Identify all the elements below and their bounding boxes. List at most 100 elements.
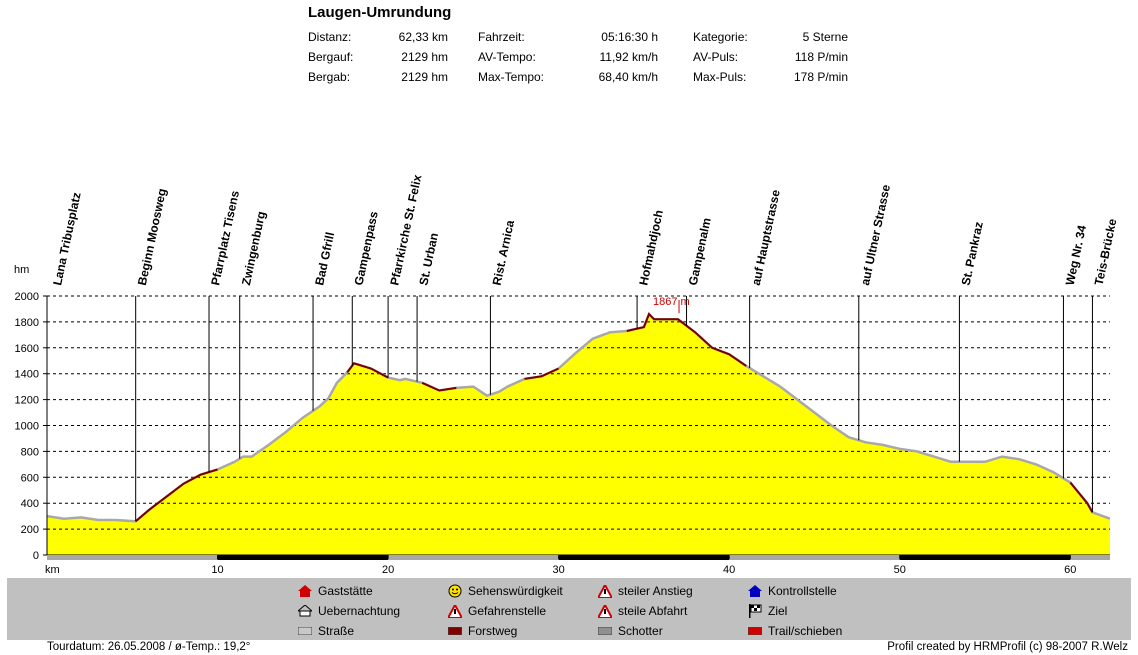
gravel-swatch-icon xyxy=(598,625,612,637)
y-tick-label: 200 xyxy=(21,524,39,536)
y-tick-label: 2000 xyxy=(15,291,39,303)
legend-label: steiler Anstieg xyxy=(618,584,693,598)
waypoint-label: Beginn Moosweg xyxy=(135,187,169,286)
legend-label: Trail/schieben xyxy=(768,624,843,638)
x-tick-label: 10 xyxy=(211,564,223,576)
stat-label: Fahrzeit: xyxy=(478,30,525,44)
footer-tour-info: Tourdatum: 26.05.2008 / ø-Temp.: 19,2° xyxy=(47,641,251,653)
x-axis-label: km xyxy=(45,564,60,576)
waypoint-label: Rist. Arnica xyxy=(490,219,518,287)
stat-value: 11,92 km/h xyxy=(599,50,658,64)
x-tick-label: 40 xyxy=(723,564,735,576)
waypoint-label: Gampenpass xyxy=(352,210,381,287)
trail-swatch-icon xyxy=(748,625,762,637)
legend-item: Gefahrenstelle xyxy=(448,604,546,618)
steep-climb-icon xyxy=(598,584,612,598)
y-tick-label: 600 xyxy=(21,472,39,484)
y-tick-label: 800 xyxy=(21,446,39,458)
waypoint-label: Bad Gfrill xyxy=(312,231,337,287)
x-tick-label: 50 xyxy=(894,564,906,576)
y-tick-label: 1800 xyxy=(15,317,39,329)
stat-value: 2129 hm xyxy=(401,50,448,64)
stat-value: 178 P/min xyxy=(793,70,848,84)
legend-label: Gefahrenstelle xyxy=(468,604,547,618)
waypoint-label: auf Hauptstrasse xyxy=(749,188,783,286)
stat-value: 118 P/min xyxy=(794,50,848,64)
legend-item: steiler Anstieg xyxy=(598,584,693,598)
trail-segment xyxy=(135,468,218,523)
trail-segment xyxy=(626,312,747,367)
legend-panel xyxy=(7,578,1131,640)
x-tick-label: 30 xyxy=(553,564,565,576)
max-elevation-label: 1867 m xyxy=(653,296,690,308)
y-axis-label: hm xyxy=(14,264,29,276)
stat-value: 2129 hm xyxy=(401,70,448,84)
legend-label: Schotter xyxy=(618,624,663,638)
legend-label: Straße xyxy=(318,624,355,638)
stat-value: 5 Sterne xyxy=(802,30,848,44)
stat-label: Kategorie: xyxy=(693,30,748,44)
y-tick-label: 1200 xyxy=(15,395,39,407)
waypoint-label: Pfarrplatz Tisens xyxy=(208,189,242,287)
elevation-area xyxy=(47,314,1110,555)
stat-label: Max-Tempo: xyxy=(478,70,545,84)
forstweg-segment xyxy=(217,555,389,560)
elevation-chart: Lana Tribusplatz Beginn Moosweg Pfarrplatz… xyxy=(14,173,1120,576)
stat-value: 68,40 km/h xyxy=(598,70,658,84)
footer-credit: Profil created by HRMProfil (c) 98-2007 … xyxy=(887,641,1128,653)
road-swatch-icon xyxy=(298,625,312,637)
stat-label: Max-Puls: xyxy=(693,70,747,84)
waypoint-label: Gampenalm xyxy=(686,217,714,287)
waypoint-label: auf Ultner Strasse xyxy=(858,183,893,287)
waypoint-label: Lana Tribusplatz xyxy=(50,191,83,287)
house-red-icon xyxy=(298,585,312,597)
legend-label: Ziel xyxy=(768,604,788,618)
legend-label: steile Abfahrt xyxy=(618,604,688,618)
trail-segment xyxy=(1069,481,1094,513)
stat-label: AV-Puls: xyxy=(693,50,739,64)
legend-item: Ziel xyxy=(748,604,787,618)
legend-item: Gaststätte xyxy=(298,584,373,598)
legend-label: Forstweg xyxy=(468,624,518,638)
legend-item: Kontrollstelle xyxy=(748,584,837,598)
y-tick-label: 1400 xyxy=(15,369,39,381)
legend-item: Trail/schieben xyxy=(748,624,842,638)
stat-label: Distanz: xyxy=(308,30,352,44)
stat-label: AV-Tempo: xyxy=(478,50,536,64)
stat-value: 05:16:30 h xyxy=(601,30,658,44)
forstweg-segment xyxy=(899,555,1071,560)
legend-item: Straße xyxy=(298,624,354,638)
legend-label: Kontrollstelle xyxy=(768,584,837,598)
legend-label: Gaststätte xyxy=(318,584,373,598)
steep-descent-icon xyxy=(598,604,612,618)
waypoint-label: Weg Nr. 34 xyxy=(1063,224,1089,287)
waypoint-label: Hofmahdjoch xyxy=(636,209,666,287)
legend-item: Sehenswürdigkeit xyxy=(448,584,563,598)
tour-title: Laugen-Umrundung xyxy=(308,4,452,21)
legend-item: Schotter xyxy=(598,624,663,638)
stat-label: Bergauf: xyxy=(308,50,354,64)
stat-label: Bergab: xyxy=(308,70,351,84)
trail-segment xyxy=(346,362,389,379)
y-tick-label: 0 xyxy=(33,550,39,562)
y-tick-label: 400 xyxy=(21,498,39,510)
stat-value: 62,33 km xyxy=(398,30,448,44)
lodging-icon xyxy=(298,605,312,617)
trail-segment xyxy=(421,381,457,392)
waypoint-label: Zwingenburg xyxy=(239,210,268,287)
y-tick-label: 1000 xyxy=(15,421,39,433)
legend-label: Sehenswürdigkeit xyxy=(468,584,563,598)
forest-swatch-icon xyxy=(448,625,462,637)
waypoint-label: Teis-Brücke xyxy=(1092,217,1120,287)
danger-icon xyxy=(448,604,462,618)
smiley-icon xyxy=(448,584,462,598)
forstweg-segment xyxy=(558,555,730,560)
waypoint-label: St. Pankraz xyxy=(959,220,986,286)
legend-label: Uebernachtung xyxy=(318,604,401,618)
y-tick-label: 1600 xyxy=(15,343,39,355)
legend-item: Forstweg xyxy=(448,624,517,638)
legend-item: Uebernachtung xyxy=(298,604,400,618)
finish-flag-icon xyxy=(748,604,762,618)
legend-item: steile Abfahrt xyxy=(598,604,687,618)
waypoint-label: St. Urban xyxy=(416,232,441,287)
